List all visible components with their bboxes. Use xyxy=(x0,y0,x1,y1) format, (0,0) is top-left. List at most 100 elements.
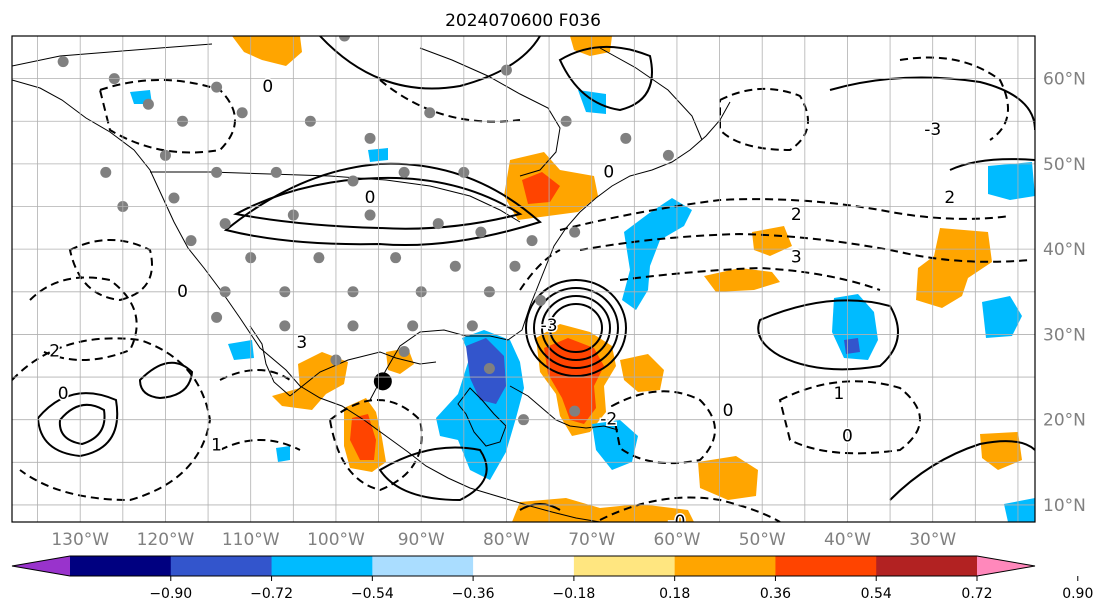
station-dot xyxy=(569,405,581,417)
shade-light-blue xyxy=(988,162,1035,200)
station-dot xyxy=(407,320,419,332)
shade-red xyxy=(350,414,376,460)
shade-light-blue xyxy=(982,296,1022,338)
shade-red xyxy=(544,338,604,424)
colorbar-segment xyxy=(876,556,978,576)
station-dot xyxy=(219,218,231,230)
longitude-label: 50°W xyxy=(739,530,786,550)
colorbar-segment xyxy=(372,556,474,576)
station-dot xyxy=(100,166,112,178)
latitude-label: 40°N xyxy=(1043,240,1086,260)
shade-light-blue xyxy=(368,148,388,162)
latitude-label: 10°N xyxy=(1043,496,1086,516)
station-dot xyxy=(390,252,402,264)
colorbar-tick-label: −0.18 xyxy=(552,586,595,602)
shade-light-blue xyxy=(1004,498,1035,522)
contour-label: 0 xyxy=(365,188,376,208)
station-dot xyxy=(466,320,478,332)
colorbar-segment xyxy=(473,556,575,576)
gridlines xyxy=(12,36,1035,522)
colorbar-segment xyxy=(70,556,172,576)
contour-label: 0 xyxy=(58,384,69,404)
station-dot xyxy=(313,252,325,264)
shade-light-blue xyxy=(228,340,254,360)
station-dot xyxy=(526,235,538,247)
latitude-label: 50°N xyxy=(1043,155,1086,175)
contour-label: -2 xyxy=(600,410,617,430)
station-dot xyxy=(347,320,359,332)
station-dot xyxy=(535,294,547,306)
station-dot xyxy=(279,320,291,332)
station-dot xyxy=(398,345,410,357)
contour-labels: 0 0 0 2 3 -3 3 0 0 1 0 1 -3 2 0 -0 -2 2 xyxy=(48,76,957,532)
longitude-label: 130°W xyxy=(51,530,109,550)
colorbar-segment xyxy=(170,556,273,576)
highlight-point-marker xyxy=(373,372,392,391)
contour-label: 0 xyxy=(603,162,614,182)
shade-red xyxy=(522,172,560,204)
colorbar-outline xyxy=(11,555,1036,577)
colorbar-tick-label: 0.90 xyxy=(1062,586,1093,602)
station-dot xyxy=(509,260,521,272)
shade-light-blue xyxy=(592,420,638,470)
map-panel: 0 0 0 2 3 -3 3 0 0 1 0 1 -3 2 0 -0 -2 2 xyxy=(11,35,1036,532)
shade-blue xyxy=(844,338,860,354)
colorbar: −0.90 −0.72 −0.54 −0.36 −0.18 0.18 0.36 0.54 0.7… xyxy=(11,555,1093,602)
shade-orange xyxy=(698,456,758,500)
contour-label: -3 xyxy=(541,316,558,336)
station-dot xyxy=(168,192,180,204)
shade-orange xyxy=(512,498,694,522)
contours-dashed xyxy=(12,56,1031,522)
longitude-label: 90°W xyxy=(398,530,445,550)
contour-label: 0 xyxy=(842,427,853,447)
colorbar-ticks: −0.90 −0.72 −0.54 −0.36 −0.18 0.18 0.36 0.54 0.7… xyxy=(149,576,1093,602)
contour-label: 0 xyxy=(177,282,188,302)
contour-ring xyxy=(525,279,627,377)
longitude-label: 100°W xyxy=(307,530,365,550)
longitude-label: 30°W xyxy=(909,530,956,550)
station-dot xyxy=(398,166,410,178)
contour-label: 2 xyxy=(791,205,802,225)
station-dot xyxy=(347,175,359,187)
longitude-label: 60°W xyxy=(653,530,700,550)
latitude-label: 60°N xyxy=(1043,70,1086,90)
colorbar-segment xyxy=(271,556,373,576)
station-dot xyxy=(142,98,154,110)
station-dot xyxy=(662,149,674,161)
shade-orange xyxy=(620,354,664,392)
latitude-label: 30°N xyxy=(1043,325,1086,345)
colorbar-segment xyxy=(674,556,776,576)
station-dot xyxy=(364,209,376,221)
shade-light-blue xyxy=(622,198,692,310)
colorbar-segment xyxy=(775,556,877,576)
latitude-label: 20°N xyxy=(1043,411,1086,431)
station-dot xyxy=(57,56,69,68)
colorbar-tick-label: 0.18 xyxy=(659,586,690,602)
shade-light-blue xyxy=(276,446,290,462)
longitude-label: 70°W xyxy=(568,530,615,550)
contour-label: -3 xyxy=(924,120,941,140)
station-dot xyxy=(483,363,495,375)
contour-label: 0 xyxy=(262,77,273,97)
colorbar-extend-high xyxy=(977,556,1035,576)
shade-light-blue xyxy=(832,294,878,360)
latitude-axis-labels: 60°N 50°N 40°N 30°N 20°N 10°N xyxy=(1043,70,1086,516)
colorbar-tick-label: −0.72 xyxy=(250,586,293,602)
station-dot xyxy=(569,226,581,238)
contour-label: -0 xyxy=(668,512,685,532)
station-dot xyxy=(432,218,444,230)
colorbar-tick-label: 0.54 xyxy=(861,586,892,602)
longitude-label: 40°W xyxy=(824,530,871,550)
colorbar-tick-label: −0.36 xyxy=(452,586,495,602)
contour-ring xyxy=(541,295,611,361)
station-dot xyxy=(364,132,376,144)
contour-label: 2 xyxy=(944,188,955,208)
contour-label: 1 xyxy=(211,435,222,455)
shade-orange xyxy=(704,268,780,292)
contour-label: 3 xyxy=(791,248,802,268)
contour-label: 3 xyxy=(296,333,307,353)
colorbar-tick-label: −0.54 xyxy=(351,586,394,602)
contour-label: 0 xyxy=(723,401,734,421)
station-dot xyxy=(424,107,436,119)
